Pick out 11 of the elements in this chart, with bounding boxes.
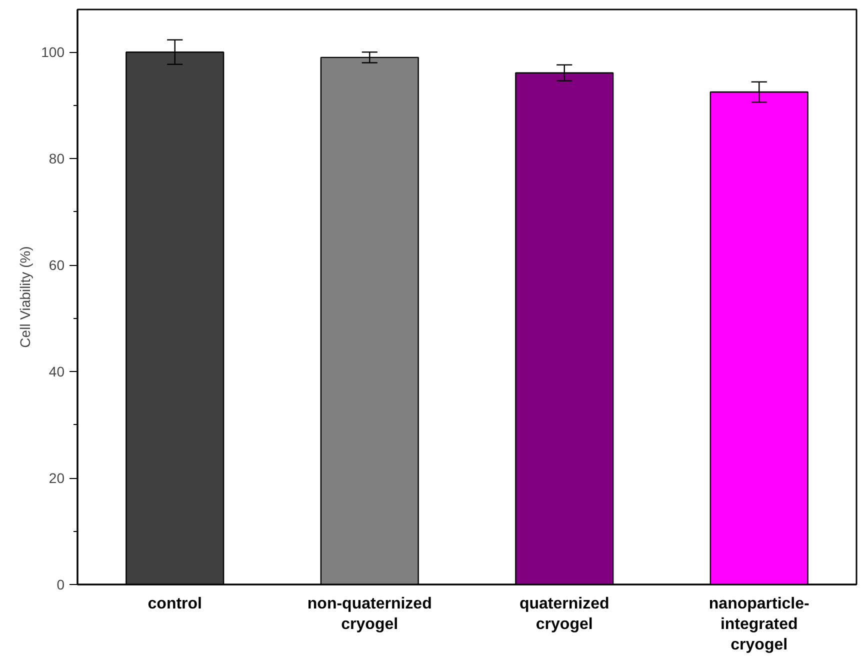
y-axis-title: Cell Viability (%) xyxy=(17,246,34,348)
y-tick-label: 40 xyxy=(48,364,65,380)
x-tick-label: nanoparticle- integrated cryogel xyxy=(708,596,810,654)
y-tick-label: 80 xyxy=(48,150,65,167)
y-tick-label: 20 xyxy=(48,470,65,486)
y-tick-label: 60 xyxy=(48,257,65,274)
x-tick-label: control xyxy=(148,596,202,612)
x-tick-label: non-quaternized cryogel xyxy=(307,596,432,633)
y-tick-label: 0 xyxy=(56,576,65,592)
x-tick-label: quaternized cryogel xyxy=(519,596,610,633)
y-tick-label: 100 xyxy=(41,44,65,60)
